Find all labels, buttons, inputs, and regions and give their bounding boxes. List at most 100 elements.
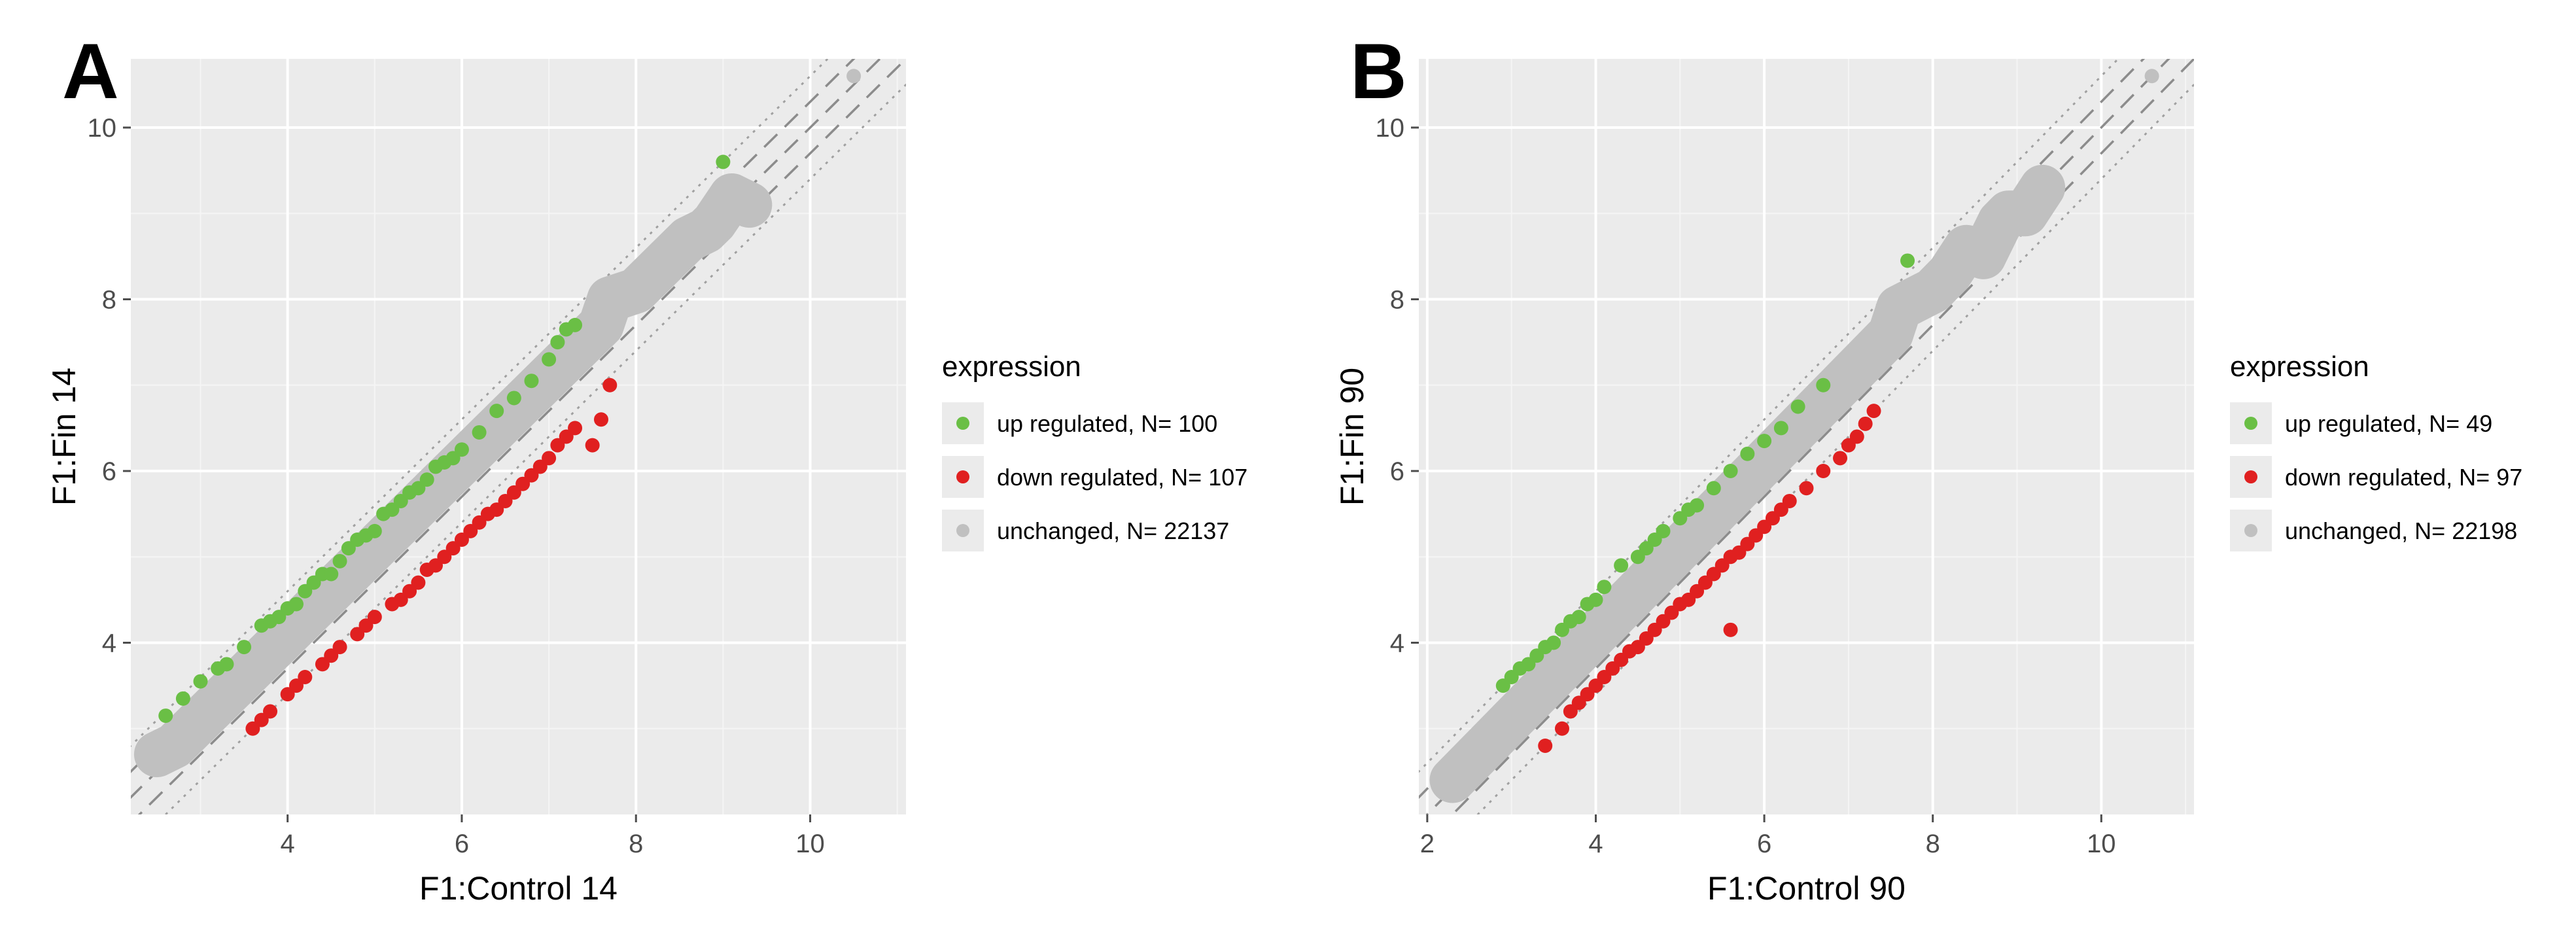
point-unchanged bbox=[385, 523, 400, 538]
point-unchanged bbox=[1630, 584, 1645, 599]
plot-area bbox=[1419, 59, 2194, 814]
y-tick-label: 6 bbox=[1390, 457, 1404, 486]
point-up-regulated bbox=[1571, 610, 1586, 625]
point-unchanged bbox=[1849, 360, 1864, 375]
point-unchanged bbox=[1697, 515, 1713, 530]
point-down-regulated bbox=[1849, 429, 1864, 444]
point-unchanged bbox=[298, 610, 313, 625]
point-unchanged bbox=[2018, 206, 2033, 221]
y-tick-label: 6 bbox=[102, 457, 116, 486]
x-axis-title: F1:Control 90 bbox=[1707, 870, 1906, 907]
legend-entry-label: down regulated, N= 97 bbox=[2285, 464, 2522, 491]
scatter-panel-b: B 2 4 6 8 10 4 6 8 10 F1:Control 90 F1:Fin 90 expres… bbox=[1288, 0, 2576, 925]
point-down-regulated bbox=[1554, 721, 1569, 736]
y-tick-label: 10 bbox=[88, 114, 117, 143]
point-unchanged bbox=[707, 215, 722, 230]
point-unchanged bbox=[437, 472, 452, 487]
point-up-regulated bbox=[324, 567, 339, 582]
point-unchanged bbox=[524, 386, 539, 401]
point-unchanged bbox=[1563, 652, 1578, 667]
point-unchanged bbox=[576, 335, 591, 350]
panel-letter-b: B bbox=[1350, 27, 1407, 115]
point-down-regulated bbox=[593, 412, 608, 427]
point-down-regulated bbox=[298, 670, 313, 684]
point-unchanged bbox=[1942, 266, 1957, 281]
point-up-regulated bbox=[1900, 253, 1915, 268]
point-unchanged bbox=[228, 678, 243, 693]
reference-line-dotted bbox=[164, 83, 906, 814]
point-up-regulated bbox=[1656, 523, 1671, 538]
reference-line-dashed bbox=[137, 59, 906, 814]
point-unchanged bbox=[1892, 300, 1907, 315]
point-unchanged bbox=[1765, 446, 1780, 461]
point-unchanged bbox=[655, 258, 670, 272]
point-unchanged bbox=[681, 232, 696, 247]
y-tick-label: 10 bbox=[1376, 114, 1405, 143]
point-up-regulated bbox=[193, 674, 208, 689]
legend-key-dot bbox=[2244, 417, 2257, 430]
point-up-regulated bbox=[219, 657, 234, 672]
point-unchanged bbox=[846, 69, 862, 84]
point-unchanged bbox=[629, 283, 644, 298]
point-up-regulated bbox=[568, 317, 583, 332]
reference-line-dotted bbox=[1419, 59, 2120, 773]
point-up-regulated bbox=[237, 640, 252, 655]
point-down-regulated bbox=[1782, 493, 1797, 508]
point-unchanged bbox=[506, 404, 521, 419]
x-tick-label: 6 bbox=[455, 829, 469, 858]
point-down-regulated bbox=[367, 610, 382, 625]
legend-entry-label: up regulated, N= 100 bbox=[997, 410, 1217, 437]
point-up-regulated bbox=[332, 553, 347, 568]
point-up-regulated bbox=[158, 708, 173, 724]
point-unchanged bbox=[1681, 532, 1696, 547]
point-unchanged bbox=[149, 747, 164, 762]
point-down-regulated bbox=[602, 377, 618, 393]
point-up-regulated bbox=[1773, 421, 1788, 436]
point-unchanged bbox=[1714, 498, 1730, 513]
point-up-regulated bbox=[550, 335, 565, 350]
point-up-regulated bbox=[489, 404, 504, 419]
point-up-regulated bbox=[175, 691, 190, 706]
point-up-regulated bbox=[1816, 377, 1831, 393]
point-up-regulated bbox=[1614, 558, 1629, 573]
point-unchanged bbox=[593, 317, 608, 332]
point-up-regulated bbox=[1588, 592, 1603, 607]
x-tick-label: 8 bbox=[1926, 829, 1940, 858]
y-axis-title: F1:Fin 14 bbox=[46, 368, 82, 506]
point-unchanged bbox=[1976, 249, 1991, 264]
point-unchanged bbox=[1445, 773, 1460, 788]
point-down-regulated bbox=[1858, 416, 1873, 431]
point-down-regulated bbox=[542, 451, 557, 466]
point-unchanged bbox=[1614, 601, 1629, 616]
point-unchanged bbox=[167, 739, 182, 753]
legend-entry-label: up regulated, N= 49 bbox=[2285, 410, 2492, 437]
point-unchanged bbox=[280, 627, 295, 642]
x-tick-label: 4 bbox=[1588, 829, 1603, 858]
point-unchanged bbox=[1732, 481, 1747, 496]
point-unchanged bbox=[193, 712, 208, 727]
point-up-regulated bbox=[419, 472, 434, 487]
point-unchanged bbox=[1495, 721, 1510, 736]
point-unchanged bbox=[245, 661, 260, 676]
point-unchanged bbox=[1749, 464, 1764, 478]
point-down-regulated bbox=[263, 704, 278, 719]
x-tick-label: 8 bbox=[629, 829, 643, 858]
point-unchanged bbox=[559, 352, 574, 367]
x-tick-label: 4 bbox=[281, 829, 295, 858]
point-up-regulated bbox=[1546, 635, 1561, 650]
point-down-regulated bbox=[332, 640, 347, 655]
x-tick-label: 10 bbox=[795, 829, 825, 858]
point-up-regulated bbox=[542, 352, 557, 367]
point-unchanged bbox=[1647, 567, 1662, 582]
legend-title: expression bbox=[942, 351, 1081, 383]
point-unchanged bbox=[1479, 739, 1494, 753]
point-down-regulated bbox=[1833, 451, 1848, 466]
y-axis-title: F1:Fin 90 bbox=[1334, 368, 1370, 506]
x-tick-label: 2 bbox=[1420, 829, 1435, 858]
scatter-panel-a: A 4 6 8 10 4 6 8 10 F1:Control 14 F1:Fin 14 express… bbox=[46, 27, 1247, 907]
legend-entry-label: unchanged, N= 22198 bbox=[2285, 517, 2517, 544]
point-unchanged bbox=[367, 541, 382, 556]
point-unchanged bbox=[263, 644, 278, 659]
point-unchanged bbox=[1580, 635, 1595, 650]
point-up-regulated bbox=[1597, 580, 1612, 595]
